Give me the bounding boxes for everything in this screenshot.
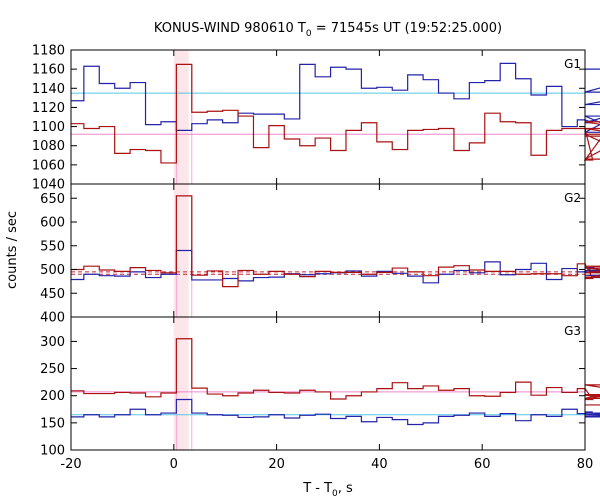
- tick-layer: G110401060108011001120114011601180G24004…: [32, 44, 593, 473]
- y-tick-label: 450: [40, 287, 65, 302]
- reference-line-layer: [71, 92, 585, 416]
- y-tick-label: 1140: [32, 82, 65, 97]
- y-tick-label: 1060: [32, 158, 65, 173]
- data-series: [71, 195, 600, 288]
- x-axis-label: T - T0, s: [302, 481, 353, 499]
- panel-frame: [70, 183, 586, 318]
- panel-label: G2: [564, 191, 581, 205]
- panel-frame: [70, 316, 586, 451]
- data-series: [71, 249, 600, 284]
- y-tick-label: 1180: [32, 44, 65, 59]
- x-tick-label: 80: [577, 457, 594, 472]
- y-tick-label: 1100: [32, 120, 65, 135]
- y-tick-label: 500: [40, 263, 65, 278]
- y-tick-label: 300: [40, 335, 65, 350]
- y-tick-label: 400: [40, 311, 65, 326]
- data-series: [71, 398, 600, 426]
- y-axis-label: counts / sec: [5, 211, 20, 289]
- y-tick-label: 200: [40, 389, 65, 404]
- y-tick-label: 550: [40, 239, 65, 254]
- x-tick-label: 60: [474, 457, 491, 472]
- x-tick-label: 20: [268, 457, 285, 472]
- frame-layer: [70, 49, 586, 451]
- panel-label: G3: [564, 324, 581, 338]
- x-tick-label: 40: [371, 457, 388, 472]
- y-tick-label: 150: [40, 416, 65, 431]
- x-tick-label: 0: [170, 457, 178, 472]
- data-series: [71, 63, 600, 164]
- y-tick-label: 1160: [32, 63, 65, 78]
- y-tick-label: 1120: [32, 101, 65, 116]
- y-tick-label: 250: [40, 362, 65, 377]
- panel-frame: [70, 49, 586, 185]
- y-tick-label: 100: [40, 444, 65, 459]
- y-tick-label: 1040: [32, 178, 65, 193]
- data-series: [71, 62, 600, 133]
- data-series: [71, 338, 600, 406]
- y-tick-label: 1080: [32, 139, 65, 154]
- panel-label: G1: [564, 57, 581, 71]
- y-tick-label: 650: [40, 192, 65, 207]
- y-tick-label: 600: [40, 216, 65, 231]
- series-layer: [71, 62, 600, 426]
- chart-title: KONUS-WIND 980610 T0 = 71545s UT (19:52:…: [154, 21, 502, 39]
- x-tick-label: -20: [60, 457, 81, 472]
